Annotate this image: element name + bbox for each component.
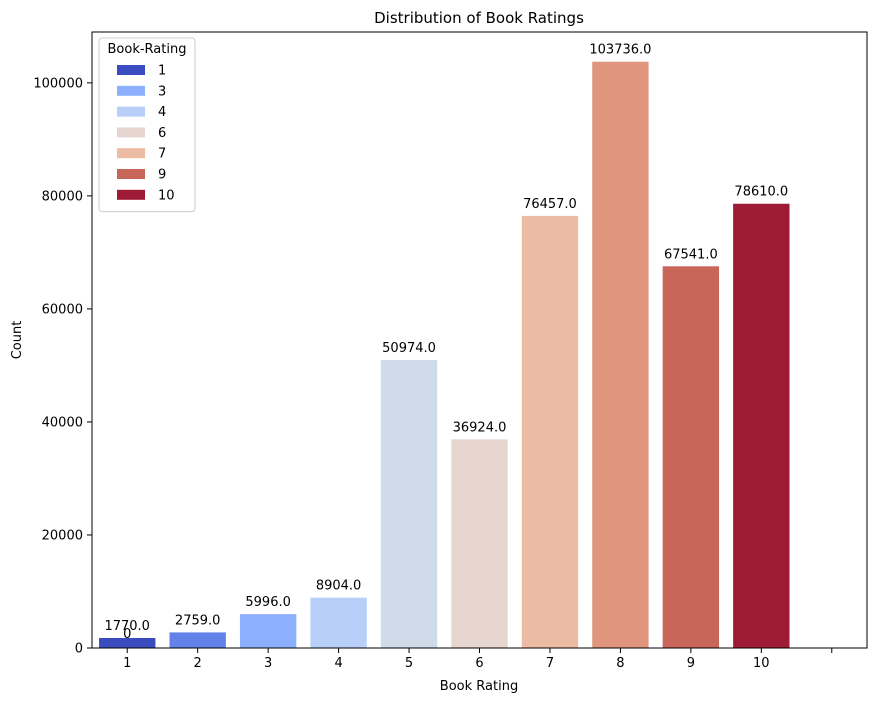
legend-label-7: 7 <box>158 147 166 162</box>
plot-area: 1770.0 2759.05996.08904.050974.036924.076… <box>99 43 790 649</box>
legend-label-6: 6 <box>158 126 166 141</box>
x-tick-label: 10 <box>753 656 770 671</box>
y-axis-title: Count <box>10 321 25 360</box>
bar-7 <box>521 215 579 649</box>
x-tick-label: 1 <box>123 656 131 671</box>
y-tick-label: 40000 <box>42 415 83 430</box>
chart-title: Distribution of Book Ratings <box>374 9 584 27</box>
bar-10 <box>733 203 790 649</box>
x-tick-label: 4 <box>334 656 342 671</box>
bar-5 <box>380 359 438 648</box>
legend-label-4: 4 <box>158 105 166 120</box>
bar-8 <box>592 61 649 649</box>
extra-label: 0 <box>123 627 131 642</box>
data-label-6: 36924.0 <box>453 420 507 435</box>
data-label-8: 103736.0 <box>589 43 651 58</box>
bar-2 <box>169 632 226 648</box>
bar-4 <box>310 597 367 648</box>
legend-label-10: 10 <box>158 188 175 203</box>
data-label-3: 5996.0 <box>245 595 291 610</box>
x-axis: 1 2 3 4 5 6 7 8 9 10 <box>123 648 833 671</box>
legend-swatch-4 <box>117 106 145 117</box>
bar-6 <box>451 439 508 648</box>
legend-swatch-6 <box>117 127 145 138</box>
legend-swatch-1 <box>117 65 145 75</box>
bar-9 <box>662 266 720 648</box>
x-tick-label: 7 <box>546 656 554 671</box>
legend-title: Book-Rating <box>108 42 187 57</box>
data-label-9: 67541.0 <box>664 247 718 262</box>
legend-label-1: 1 <box>158 64 166 79</box>
legend-swatch-3 <box>117 85 145 96</box>
legend-swatch-10 <box>117 189 145 200</box>
data-label-4: 8904.0 <box>316 579 362 594</box>
x-tick-label: 9 <box>687 656 695 671</box>
data-label-7: 76457.0 <box>523 197 577 212</box>
y-tick-label: 0 <box>75 642 83 657</box>
y-tick-label: 100000 <box>33 76 83 91</box>
legend-swatch-7 <box>117 148 145 159</box>
data-label-10: 78610.0 <box>734 185 788 200</box>
x-tick-label: 3 <box>264 656 272 671</box>
x-tick-label: 2 <box>194 656 202 671</box>
legend-swatch-9 <box>117 169 145 179</box>
data-label-5: 50974.0 <box>382 341 436 356</box>
bar-3 <box>239 614 297 648</box>
legend-box <box>98 37 196 213</box>
y-tick-label: 80000 <box>42 189 83 204</box>
legend-label-9: 9 <box>158 168 166 183</box>
x-tick-label: 8 <box>616 656 624 671</box>
y-tick-label: 60000 <box>42 302 83 317</box>
data-label-2: 2759.0 <box>175 613 221 628</box>
bar-1 <box>99 637 156 648</box>
x-tick-label: 5 <box>405 656 413 671</box>
x-tick-label: 6 <box>475 656 483 671</box>
legend-label-3: 3 <box>158 84 166 99</box>
y-tick-label: 20000 <box>42 528 83 543</box>
y-axis: 0 20000 40000 60000 80000 100000 <box>33 76 92 657</box>
data-label-1: 1770.0 <box>104 619 150 634</box>
legend: Book-Rating 1 3 4 6 7 9 10 <box>98 37 196 213</box>
x-axis-title: Book Rating <box>440 679 518 694</box>
